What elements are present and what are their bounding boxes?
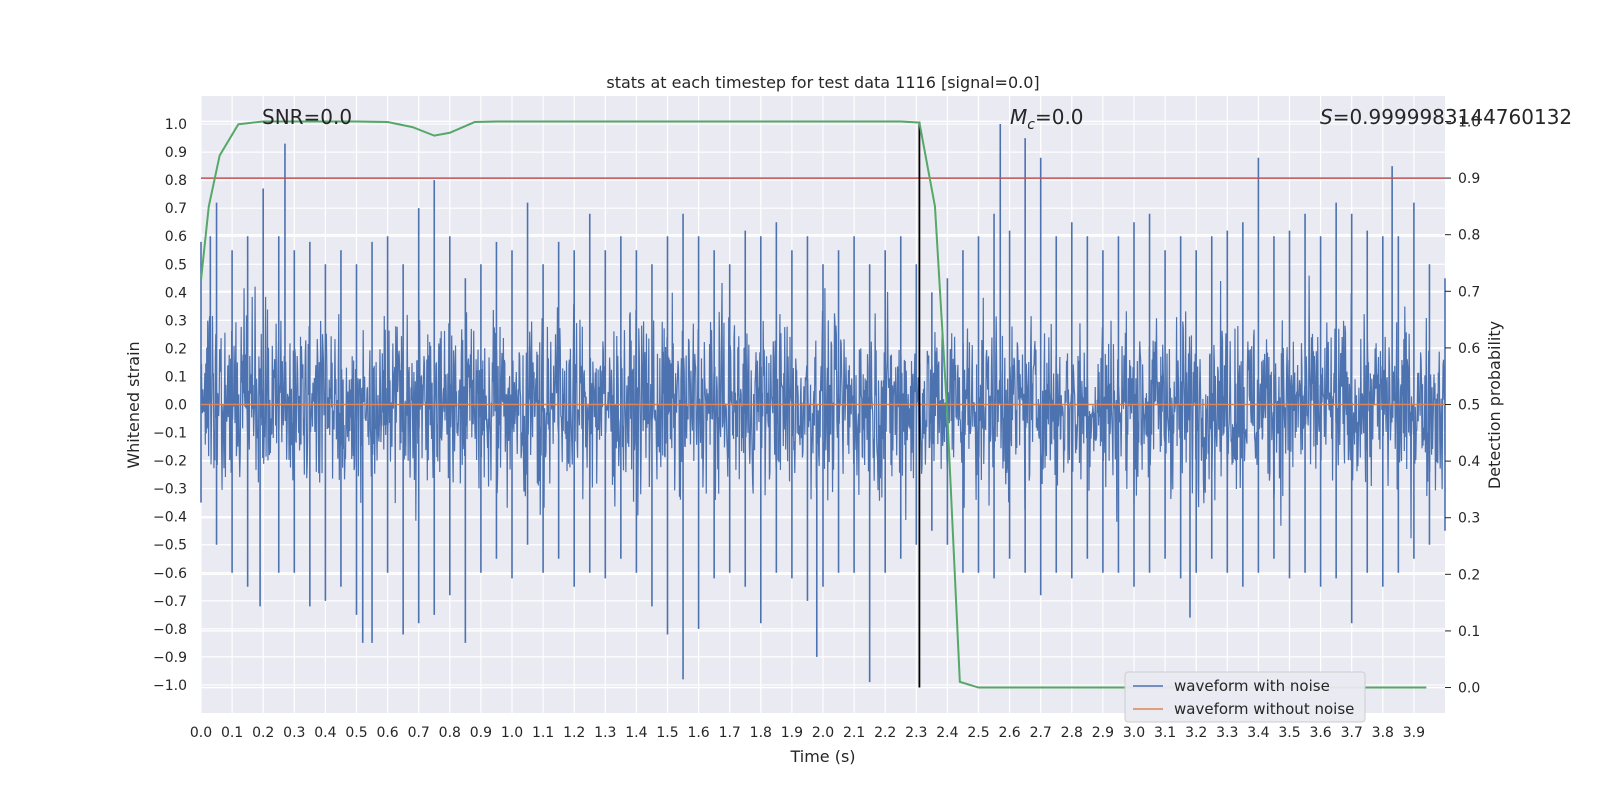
waveform-with-noise-peaks bbox=[200, 124, 1446, 683]
y-tick-label: 1.0 bbox=[165, 117, 187, 133]
x-tick-label: 1.6 bbox=[687, 725, 709, 741]
x-tick-label: 3.3 bbox=[1216, 725, 1238, 741]
y-tick-label: −0.6 bbox=[153, 566, 187, 582]
x-tick-label: 1.8 bbox=[750, 725, 772, 741]
y-tick-label: −0.5 bbox=[153, 538, 187, 554]
waveform-with-noise-series bbox=[200, 124, 1446, 683]
legend-label-without-noise: waveform without noise bbox=[1174, 700, 1354, 718]
y-axis: 1.0 0.9 0.8 0.7 0.6 0.5 0.4 0.3 0.2 0.1 0.0 −0.1 −0.… bbox=[153, 117, 187, 694]
x-tick-label: 2.1 bbox=[843, 725, 865, 741]
y2-tick-label: 0.3 bbox=[1458, 511, 1480, 527]
legend: waveform with noise waveform without noi… bbox=[1124, 671, 1366, 723]
x-tick-label: 2.4 bbox=[936, 725, 958, 741]
x-tick-label: 0.1 bbox=[221, 725, 243, 741]
snr-annotation: SNR=0.0 bbox=[262, 105, 352, 129]
x-tick-label: 3.0 bbox=[1123, 725, 1145, 741]
x-tick-label: 2.6 bbox=[998, 725, 1020, 741]
x-tick-label: 1.9 bbox=[781, 725, 803, 741]
y-tick-label: 0.1 bbox=[165, 369, 187, 385]
x-tick-label: 2.8 bbox=[1061, 725, 1083, 741]
chirp-mass-value: =0.0 bbox=[1035, 105, 1084, 129]
y-tick-label: 0.6 bbox=[165, 229, 187, 245]
x-tick-label: 1.4 bbox=[625, 725, 647, 741]
y2-tick-label: 0.9 bbox=[1458, 171, 1480, 187]
x-tick-label: 3.5 bbox=[1278, 725, 1300, 741]
x-tick-label: 1.0 bbox=[501, 725, 523, 741]
y2-tick-label: 0.4 bbox=[1458, 454, 1480, 470]
x-tick-label: 0.9 bbox=[470, 725, 492, 741]
x-tick-label: 3.2 bbox=[1185, 725, 1207, 741]
legend-label-with-noise: waveform with noise bbox=[1174, 677, 1330, 695]
y2-axis: 1.0 0.9 0.8 0.7 0.6 0.5 0.4 0.3 0.2 0.1 0.0 bbox=[1445, 114, 1480, 697]
score-symbol: S bbox=[1320, 105, 1333, 129]
x-tick-label: 3.6 bbox=[1309, 725, 1331, 741]
y2-axis-label: Detection probability bbox=[1485, 321, 1504, 489]
y-tick-label: 0.7 bbox=[165, 201, 187, 217]
x-tick-label: 0.8 bbox=[439, 725, 461, 741]
y-tick-label: 0.2 bbox=[165, 341, 187, 357]
x-tick-label: 2.7 bbox=[1030, 725, 1052, 741]
x-tick-label: 0.6 bbox=[376, 725, 398, 741]
x-tick-label: 1.5 bbox=[656, 725, 678, 741]
y2-tick-label: 0.5 bbox=[1458, 398, 1480, 414]
y-tick-label: 0.8 bbox=[165, 173, 187, 189]
x-tick-label: 3.8 bbox=[1372, 725, 1394, 741]
y-tick-label: −0.9 bbox=[153, 650, 187, 666]
chart-title: stats at each timestep for test data 111… bbox=[606, 73, 1039, 92]
y-tick-label: 0.5 bbox=[165, 257, 187, 273]
overlays bbox=[200, 120, 1445, 689]
y-tick-label: −0.7 bbox=[153, 594, 187, 610]
x-tick-label: 2.0 bbox=[812, 725, 834, 741]
y2-tick-label: 0.1 bbox=[1458, 624, 1480, 640]
y-tick-label: −0.4 bbox=[153, 510, 187, 526]
y-tick-label: 0.3 bbox=[165, 313, 187, 329]
x-tick-label: 3.9 bbox=[1403, 725, 1425, 741]
x-tick-label: 2.5 bbox=[967, 725, 989, 741]
y-tick-label: −0.8 bbox=[153, 622, 187, 638]
x-tick-label: 0.5 bbox=[345, 725, 367, 741]
y2-tick-label: 0.0 bbox=[1458, 681, 1480, 697]
y2-tick-label: 1.0 bbox=[1458, 114, 1480, 130]
y-tick-label: 0.9 bbox=[165, 145, 187, 161]
x-tick-label: 3.4 bbox=[1247, 725, 1269, 741]
detection-probability-line bbox=[200, 120, 1427, 689]
x-tick-label: 0.3 bbox=[283, 725, 305, 741]
x-tick-label: 2.3 bbox=[905, 725, 927, 741]
y-tick-label: −0.3 bbox=[153, 482, 187, 498]
chirp-mass-symbol: M bbox=[1010, 105, 1027, 129]
x-tick-label: 0.0 bbox=[190, 725, 212, 741]
x-tick-label: 0.4 bbox=[314, 725, 336, 741]
x-tick-label: 0.2 bbox=[252, 725, 274, 741]
y2-tick-label: 0.2 bbox=[1458, 567, 1480, 583]
x-axis-label: Time (s) bbox=[789, 747, 855, 766]
legend-box bbox=[1124, 671, 1366, 723]
y2-tick-label: 0.6 bbox=[1458, 341, 1480, 357]
x-tick-label: 1.7 bbox=[719, 725, 741, 741]
y-tick-label: 0.4 bbox=[165, 285, 187, 301]
y-tick-label: −0.2 bbox=[153, 454, 187, 470]
y-tick-label: −0.1 bbox=[153, 426, 187, 442]
x-tick-label: 2.9 bbox=[1092, 725, 1114, 741]
y-tick-label: 0.0 bbox=[165, 398, 187, 414]
chirp-mass-annotation: Mc=0.0 bbox=[1010, 105, 1084, 133]
y2-tick-label: 0.7 bbox=[1458, 284, 1480, 300]
y-tick-label: −1.0 bbox=[153, 678, 187, 694]
score-value: =0.9999983144760132 bbox=[1333, 105, 1572, 129]
x-tick-label: 2.2 bbox=[874, 725, 896, 741]
x-tick-label: 1.3 bbox=[594, 725, 616, 741]
score-annotation: S=0.9999983144760132 bbox=[1320, 105, 1572, 129]
y2-tick-label: 0.8 bbox=[1458, 228, 1480, 244]
x-tick-label: 1.1 bbox=[532, 725, 554, 741]
x-tick-label: 3.1 bbox=[1154, 725, 1176, 741]
chirp-mass-subscript: c bbox=[1027, 117, 1035, 133]
x-tick-label: 0.7 bbox=[408, 725, 430, 741]
x-axis: 0.0 0.1 0.2 0.3 0.4 0.5 0.6 0.7 0.8 0.9 1.0 1.1 1.2 1… bbox=[190, 725, 1425, 741]
y-axis-label: Whitened strain bbox=[124, 341, 143, 468]
x-tick-label: 3.7 bbox=[1341, 725, 1363, 741]
x-tick-label: 1.2 bbox=[563, 725, 585, 741]
